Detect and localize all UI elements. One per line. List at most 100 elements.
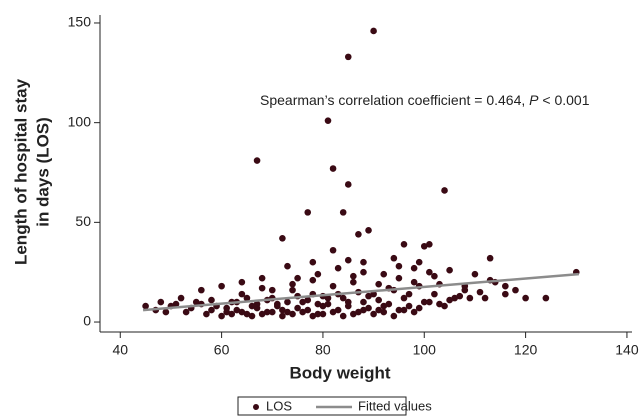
data-point <box>380 302 388 310</box>
data-point <box>355 308 362 316</box>
data-point <box>395 306 403 314</box>
data-point <box>360 306 367 314</box>
data-point <box>420 242 428 250</box>
x-tick-label: 80 <box>315 342 331 358</box>
data-point <box>289 310 296 318</box>
x-tick-label: 100 <box>413 342 437 358</box>
data-point <box>253 300 261 308</box>
y-axis-label: in days (LOS) <box>33 117 52 227</box>
data-point <box>466 294 474 302</box>
data-point <box>395 274 403 282</box>
data-point <box>208 296 215 304</box>
data-point <box>142 302 149 310</box>
data-point <box>344 298 352 306</box>
data-point <box>375 306 382 314</box>
data-point <box>294 274 301 282</box>
data-point <box>329 165 337 172</box>
data-point <box>400 306 408 314</box>
y-tick-label: 100 <box>68 113 92 129</box>
data-point <box>405 290 413 298</box>
data-point <box>436 300 443 308</box>
data-point <box>253 157 261 164</box>
data-point <box>415 258 423 266</box>
data-point <box>319 302 327 310</box>
data-point <box>304 209 312 216</box>
data-point <box>405 302 413 310</box>
data-point <box>370 310 377 318</box>
y-tick-label: 150 <box>68 14 92 30</box>
fitted-line <box>142 272 579 312</box>
data-point <box>248 312 256 320</box>
data-point <box>182 308 190 316</box>
data-point <box>263 308 271 316</box>
data-point <box>380 270 388 278</box>
data-point <box>360 298 367 306</box>
data-point <box>289 286 296 294</box>
data-point <box>314 270 322 278</box>
data-point <box>375 280 382 288</box>
data-point <box>243 310 251 318</box>
data-point <box>238 308 246 316</box>
data-point <box>223 304 230 312</box>
annotation: Spearman’s correlation coefficient = 0.4… <box>260 92 590 108</box>
data-point <box>446 296 453 304</box>
data-point <box>344 181 352 188</box>
data-point <box>476 288 484 296</box>
legend-swatch <box>253 404 259 410</box>
data-point <box>258 284 266 292</box>
legend-box <box>237 396 407 416</box>
data-point <box>324 294 332 302</box>
data-point <box>426 298 433 306</box>
data-point <box>192 298 200 306</box>
data-point <box>339 209 347 216</box>
data-point <box>218 312 225 320</box>
data-point <box>355 231 362 238</box>
data-point <box>218 282 225 290</box>
data-point <box>350 278 357 286</box>
data-point <box>238 290 246 298</box>
data-point <box>365 292 372 300</box>
data-point <box>258 274 266 282</box>
y-tick-label: 0 <box>83 313 91 329</box>
data-point <box>390 254 398 262</box>
legend-label: Fitted values <box>358 398 432 413</box>
data-point <box>502 282 509 290</box>
data-point <box>279 312 286 320</box>
data-point <box>309 276 317 284</box>
data-point <box>228 310 236 318</box>
data-point <box>410 308 418 316</box>
data-point <box>329 246 337 254</box>
data-point <box>304 296 312 304</box>
data-point <box>299 308 306 316</box>
data-point <box>441 187 448 194</box>
data-point <box>248 302 256 310</box>
data-point <box>400 294 408 302</box>
data-point <box>410 264 418 272</box>
data-point <box>456 292 464 300</box>
data-point <box>339 294 347 302</box>
data-point <box>344 256 352 264</box>
data-point <box>309 258 317 266</box>
data-point <box>284 308 291 316</box>
data-point <box>344 53 352 61</box>
x-tick-label: 40 <box>112 342 128 358</box>
data-point <box>375 296 382 304</box>
data-point <box>203 310 210 318</box>
data-point <box>294 304 301 312</box>
data-point <box>431 290 438 298</box>
data-point <box>486 254 494 262</box>
data-point <box>157 298 165 306</box>
data-point <box>177 294 185 302</box>
data-point <box>284 298 291 306</box>
x-axis-label: Body weight <box>289 363 390 382</box>
data-point <box>380 308 388 316</box>
x-tick-label: 140 <box>615 342 639 358</box>
data-point <box>284 262 291 270</box>
data-point <box>512 286 519 294</box>
data-point <box>309 312 317 320</box>
data-point <box>243 294 251 302</box>
x-tick-label: 60 <box>214 342 230 358</box>
data-point <box>420 298 428 306</box>
data-point <box>426 268 433 276</box>
data-point <box>289 280 296 288</box>
